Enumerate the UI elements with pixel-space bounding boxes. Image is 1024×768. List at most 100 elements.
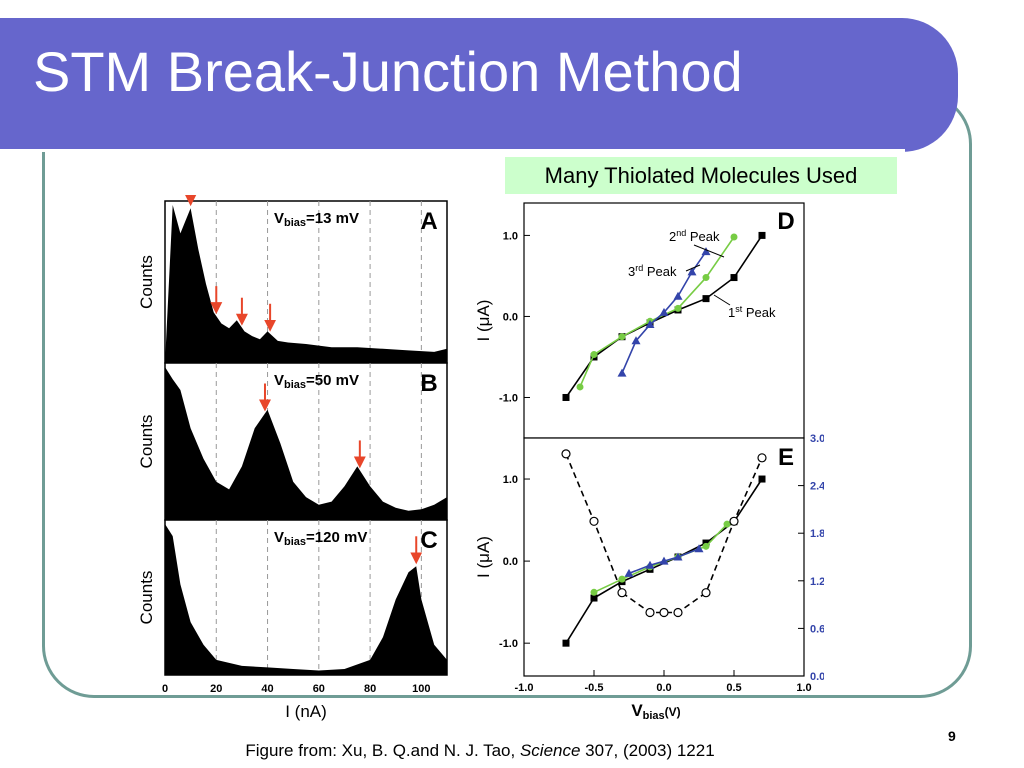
data-point bbox=[723, 520, 731, 528]
data-point bbox=[659, 556, 669, 565]
data-point bbox=[631, 336, 641, 345]
peak-word: Peak bbox=[643, 264, 677, 279]
vbias-sub: bias bbox=[284, 217, 306, 229]
data-point bbox=[645, 560, 655, 569]
x-tick-label: -0.5 bbox=[585, 682, 604, 694]
histogram-panel-c: Vbias=120 mV C Counts bbox=[137, 519, 448, 676]
peak-label-3rd: 3rd Peak bbox=[628, 263, 677, 279]
data-point bbox=[618, 575, 626, 583]
data-point bbox=[702, 542, 710, 550]
data-point bbox=[590, 351, 598, 359]
data-point bbox=[590, 588, 598, 596]
peak-word: Peak bbox=[742, 305, 776, 320]
vbias-value: =13 mV bbox=[306, 210, 359, 227]
data-point bbox=[561, 449, 571, 459]
panel-letter: B bbox=[420, 370, 437, 397]
data-point bbox=[659, 607, 669, 618]
x-axis-label: Vbias(V) bbox=[631, 701, 680, 722]
data-point bbox=[617, 588, 627, 598]
y-axis-label: I (μA) bbox=[474, 300, 493, 342]
data-point bbox=[729, 516, 739, 526]
x-tick-label: 60 bbox=[313, 683, 325, 695]
vbias-v: V bbox=[274, 372, 284, 389]
data-point bbox=[694, 544, 704, 553]
peak-sup: rd bbox=[635, 263, 643, 273]
panel-letter: A bbox=[420, 208, 437, 235]
data-point bbox=[730, 274, 738, 282]
vbias-label: Vbias=50 mV bbox=[274, 372, 359, 391]
peak-num: 2 bbox=[669, 229, 676, 244]
caption-prefix: Figure from: Xu, B. Q.and N. J. Tao, bbox=[245, 741, 520, 760]
x-tick-label: 0.0 bbox=[656, 682, 671, 694]
caption: Figure from: Xu, B. Q.and N. J. Tao, Sci… bbox=[0, 741, 960, 761]
note-box: Many Thiolated Molecules Used bbox=[505, 157, 897, 194]
histogram-area bbox=[165, 367, 447, 520]
peak-num: 1 bbox=[728, 305, 735, 320]
x-tick-label: 0 bbox=[162, 683, 168, 695]
peak-pointer-3rd bbox=[685, 264, 701, 272]
peak-label-2nd: 2nd Peak bbox=[669, 228, 720, 244]
y-axis-label: I (μA) bbox=[474, 536, 493, 578]
data-point bbox=[562, 639, 570, 647]
y2-tick-label: 1.8 bbox=[810, 528, 824, 540]
vbias-value: =50 mV bbox=[306, 372, 359, 389]
data-point bbox=[702, 295, 710, 303]
x-tick-label: 1.0 bbox=[796, 682, 811, 694]
data-point bbox=[757, 453, 767, 463]
data-point bbox=[624, 568, 634, 577]
x-tick-label: 20 bbox=[210, 683, 222, 695]
data-point bbox=[645, 320, 655, 329]
peak-pointer-1st bbox=[713, 294, 731, 306]
vbias-label: Vbias=13 mV bbox=[274, 210, 359, 229]
y-axis-label: Counts bbox=[137, 255, 156, 309]
peak-sup: st bbox=[735, 304, 743, 314]
title-bar bbox=[0, 18, 958, 152]
x-axis-label: I (nA) bbox=[285, 702, 327, 721]
x-label-suffix: (V) bbox=[665, 705, 681, 719]
data-point bbox=[758, 475, 766, 483]
x-tick-label: 0.5 bbox=[726, 682, 741, 694]
caption-journal: Science bbox=[519, 741, 581, 760]
data-point bbox=[618, 333, 626, 341]
data-point bbox=[701, 588, 711, 598]
caption-suffix: 307, (2003) 1221 bbox=[580, 741, 715, 760]
series-line bbox=[565, 234, 763, 398]
peak-num: 3 bbox=[628, 264, 635, 279]
data-point bbox=[617, 368, 627, 377]
peak-sup: nd bbox=[676, 228, 686, 238]
peak-pointer-2nd bbox=[693, 244, 725, 258]
vbias-value: =120 mV bbox=[306, 529, 367, 546]
data-point bbox=[562, 393, 570, 401]
x-tick-label: -1.0 bbox=[515, 682, 534, 694]
data-point bbox=[590, 594, 598, 602]
histogram-panel-b: Vbias=50 mV B Counts bbox=[137, 362, 448, 521]
iv-chart-e: 1.00.0-1.03.02.41.81.20.60.0-1.0 -0.5 0.0 0… bbox=[474, 433, 824, 722]
data-point bbox=[589, 516, 599, 526]
panel-letter: E bbox=[778, 444, 794, 471]
histogram-area bbox=[165, 524, 447, 675]
peak-word: Peak bbox=[686, 229, 720, 244]
vbias-v: V bbox=[274, 210, 284, 227]
histogram-area bbox=[165, 205, 447, 363]
x-tick-label: 100 bbox=[412, 683, 430, 695]
y-tick-label: 0.0 bbox=[503, 311, 518, 323]
histogram-panel-a: Vbias=13 mV A Counts bbox=[137, 195, 448, 364]
data-point bbox=[730, 233, 738, 241]
vbias-sub: bias bbox=[284, 379, 306, 391]
panel-letter: C bbox=[420, 527, 437, 554]
y-axis-label: Counts bbox=[137, 571, 156, 625]
x-tick-label: 80 bbox=[364, 683, 376, 695]
vbias-label: Vbias=120 mV bbox=[274, 529, 367, 548]
y-tick-label: -1.0 bbox=[499, 392, 518, 404]
data-point bbox=[674, 304, 682, 312]
data-point bbox=[645, 607, 655, 618]
data-point bbox=[673, 552, 683, 561]
data-point bbox=[673, 291, 683, 300]
vbias-v: V bbox=[274, 529, 284, 546]
data-point bbox=[687, 267, 697, 276]
y2-tick-label: 2.4 bbox=[810, 481, 824, 493]
slide-number: 9 bbox=[948, 728, 956, 744]
y-axis-label: Counts bbox=[137, 415, 156, 469]
y-tick-label: -1.0 bbox=[499, 638, 518, 650]
